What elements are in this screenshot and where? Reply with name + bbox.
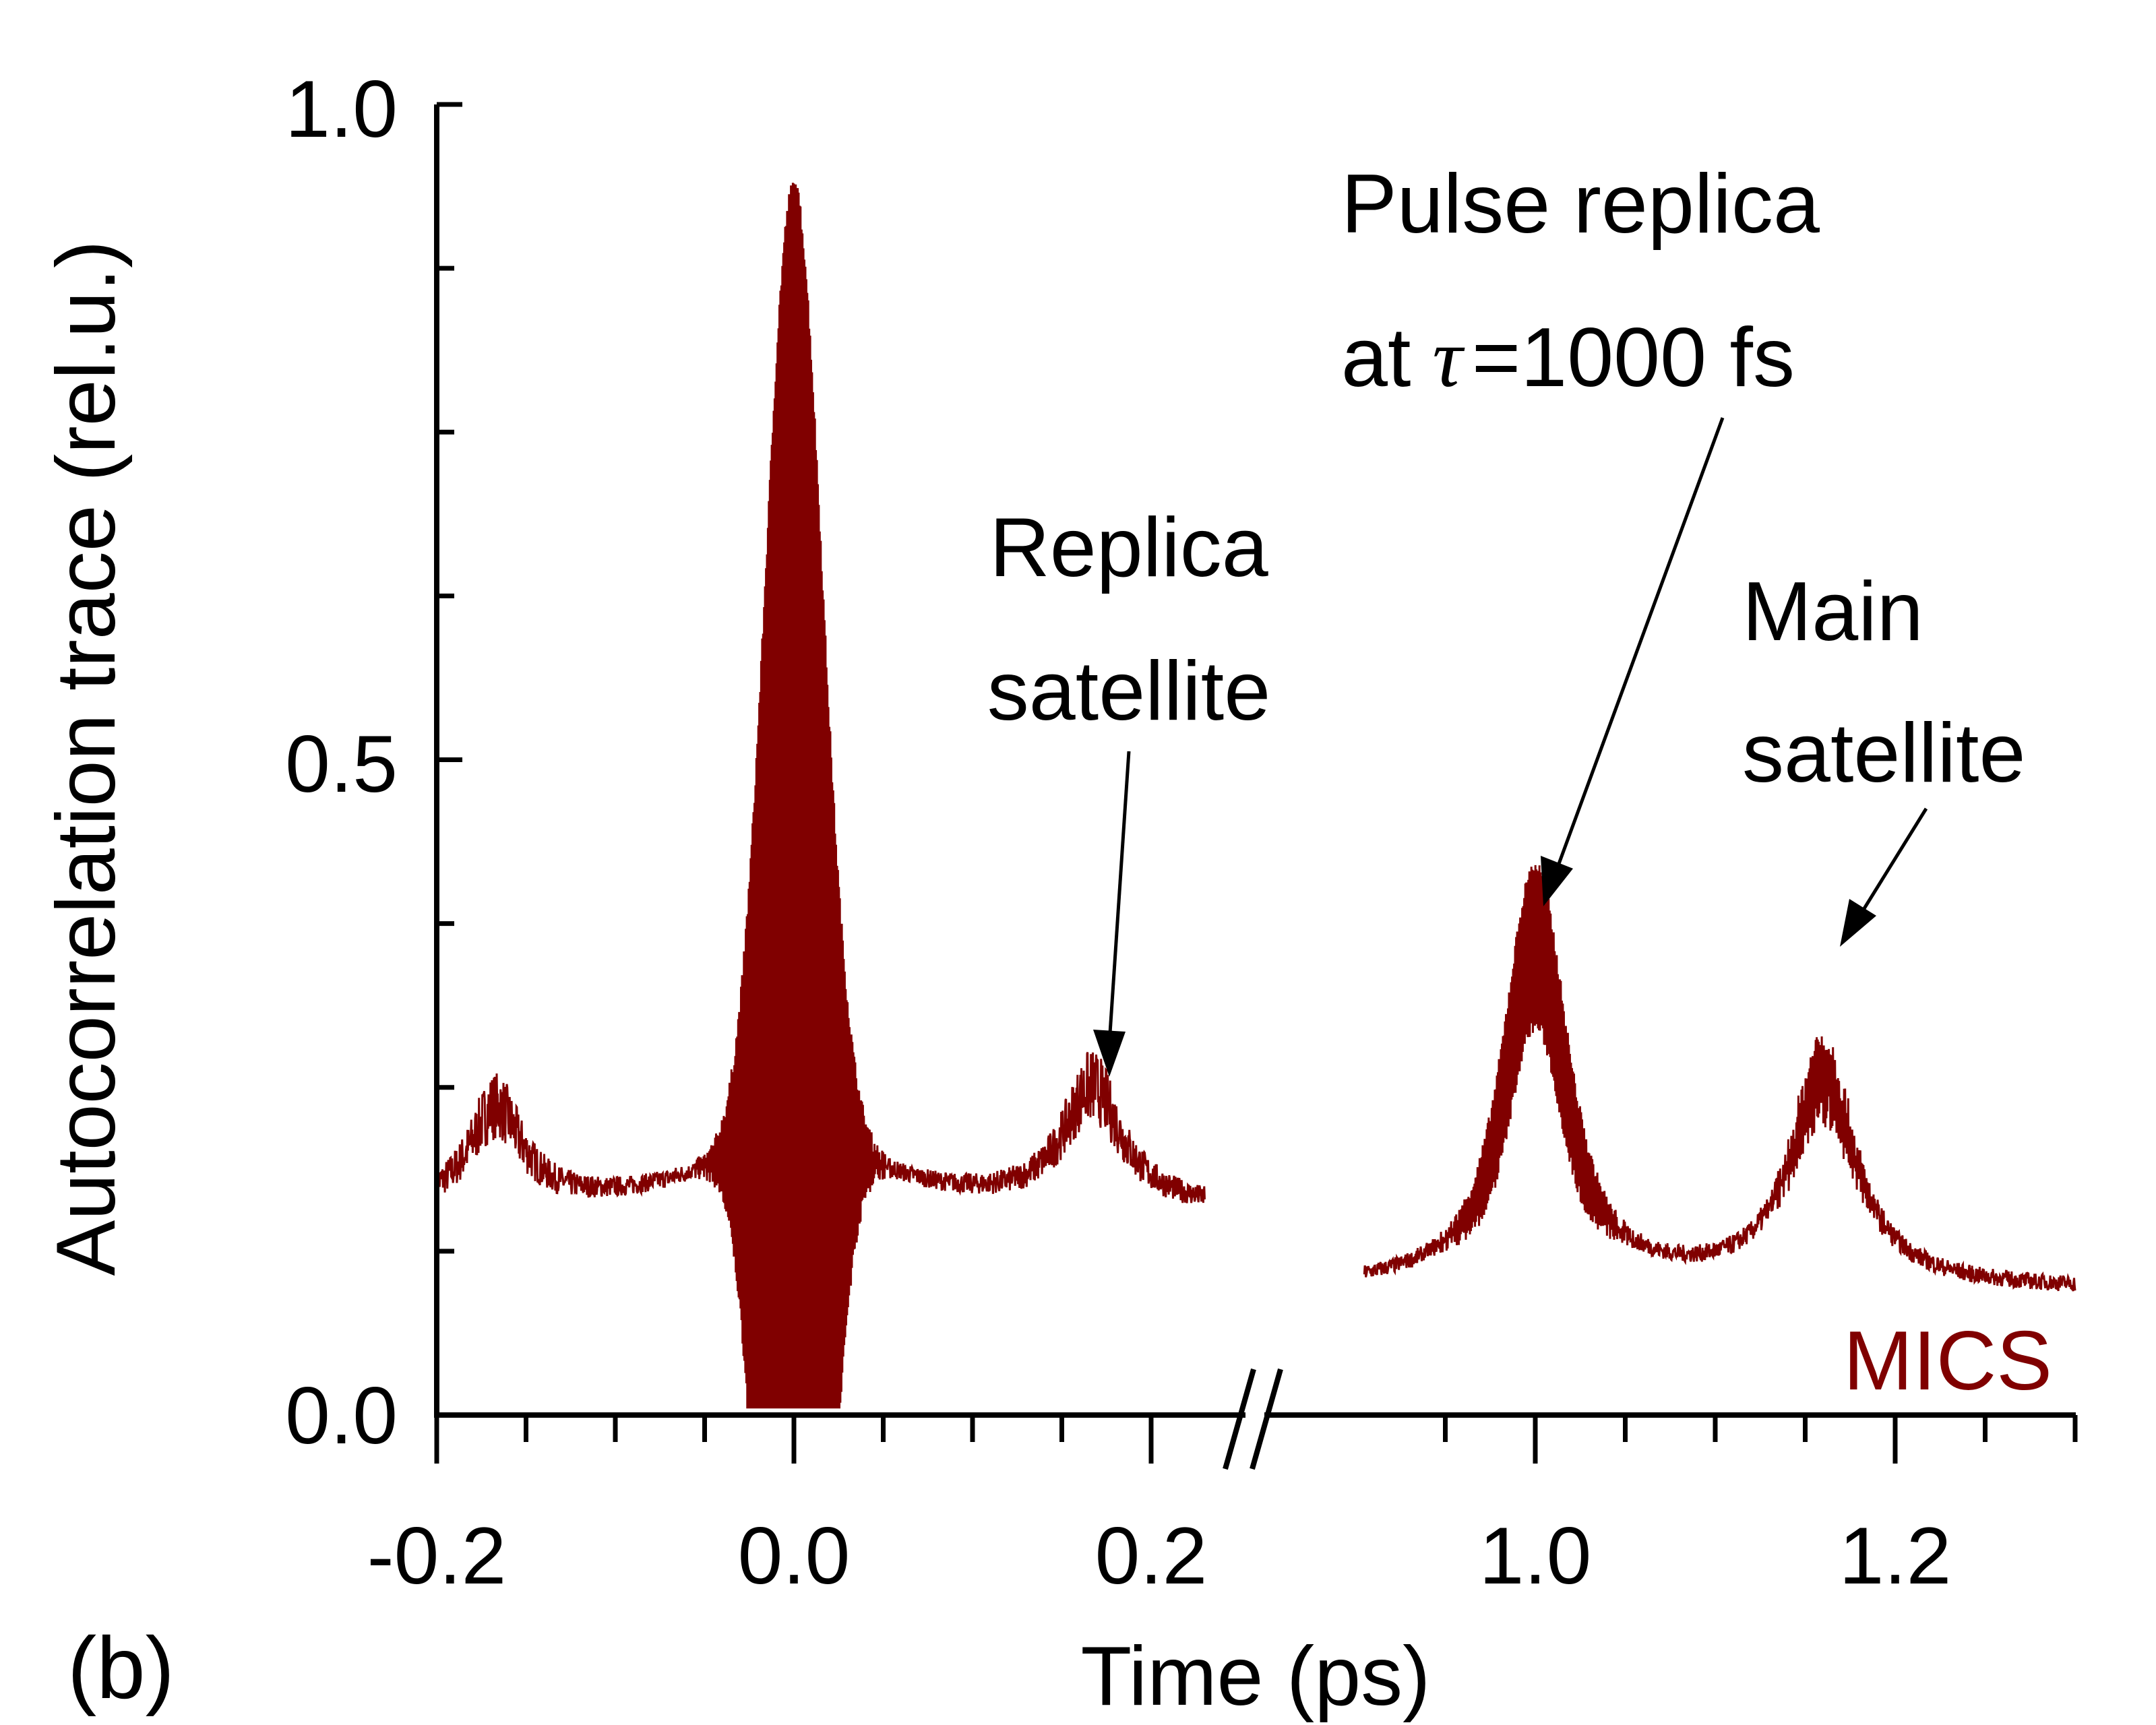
x-tick-label-1: 0.0	[738, 1511, 851, 1601]
annotation-main-line-2: satellite	[1742, 707, 2025, 800]
panel-label: (b)	[67, 1619, 175, 1717]
series-trace-right	[1363, 865, 2076, 1292]
annotation-pulse-line-2: at τ =1000 fs	[1341, 311, 1795, 404]
tau-symbol: τ	[1432, 312, 1465, 404]
annotation-pulse-line-1: Pulse replica	[1341, 158, 1820, 251]
y-tick-label-2: 1.0	[285, 64, 398, 154]
x-ticks	[434, 1415, 2078, 1464]
x-tick-label-2: 0.2	[1095, 1511, 1208, 1601]
annotation-replica-line-1: Replica	[989, 501, 1268, 594]
axis-break-mark-1	[1223, 1368, 1256, 1470]
annotation-main-line-1: Main	[1742, 565, 1923, 658]
y-tick-label-1: 0.5	[285, 719, 398, 809]
tau-value: =1000 fs	[1472, 311, 1795, 404]
annotation-arrows	[1093, 417, 1928, 1077]
y-tick-label-0: 0.0	[285, 1371, 398, 1461]
series-trace-left	[435, 183, 1206, 1409]
series-trace-group	[435, 183, 2076, 1409]
arrow-main-satellite	[1858, 807, 1928, 916]
x-axis-title: Time (ps)	[1081, 1630, 1431, 1723]
annotation-replica-line-2: satellite	[987, 645, 1270, 738]
x-tick-label-4: 1.2	[1839, 1511, 1952, 1601]
arrow-pulse-replica	[1555, 417, 1725, 870]
x-tick-label-3: 1.0	[1479, 1511, 1592, 1601]
y-ticks	[437, 102, 462, 1418]
x-tick-label-0: -0.2	[367, 1511, 507, 1601]
legend-label: MICS	[1843, 1315, 2052, 1408]
annotation-pulse-at: at	[1341, 311, 1411, 404]
y-axis-title: Autocorrelation trace (rel.u.)	[40, 241, 133, 1276]
arrow-replica-satellite-head	[1093, 1030, 1126, 1077]
arrow-replica-satellite	[1107, 751, 1131, 1044]
arrow-pulse-replica-head	[1541, 856, 1573, 906]
arrow-main-satellite-head	[1840, 899, 1876, 947]
axis-break-mark-2	[1250, 1368, 1283, 1470]
